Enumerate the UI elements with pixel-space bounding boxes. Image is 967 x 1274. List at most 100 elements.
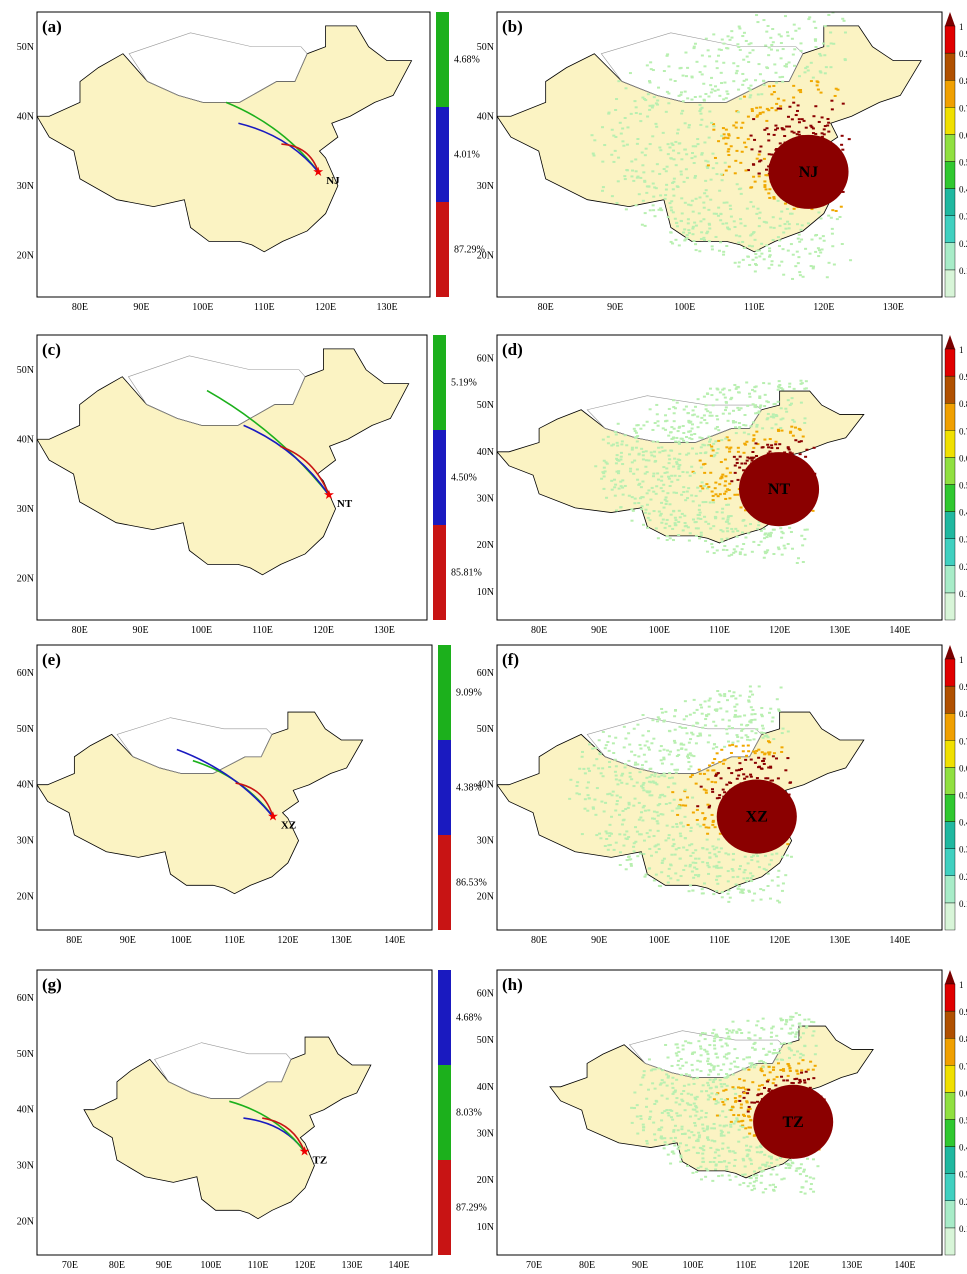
lat-tick-label: 50N <box>17 1049 34 1060</box>
heat-cell <box>725 1166 728 1168</box>
heat-cell <box>747 750 750 752</box>
heat-cell <box>692 852 695 854</box>
heat-cell <box>663 1137 666 1139</box>
heat-cell <box>800 535 803 537</box>
heat-cell <box>696 709 699 711</box>
heat-cell <box>739 222 742 224</box>
heat-cell <box>758 397 761 399</box>
heat-cell <box>701 713 704 715</box>
heat-cell <box>601 190 604 192</box>
heat-cell <box>704 1116 707 1118</box>
heat-cell <box>818 249 821 251</box>
heat-cell <box>800 1072 803 1074</box>
heat-cell <box>769 534 772 536</box>
heat-cell <box>686 234 689 236</box>
heat-cell <box>821 248 824 250</box>
heat-cell <box>656 811 659 813</box>
heat-cell <box>654 773 657 775</box>
heat-cell <box>700 532 703 534</box>
heat-cell <box>746 1020 749 1022</box>
lon-tick-label: 90E <box>120 935 136 946</box>
heat-cell <box>708 441 711 443</box>
heat-cell <box>599 837 602 839</box>
heat-cell <box>670 158 673 160</box>
heat-cell <box>752 118 755 120</box>
heat-cell <box>717 1073 720 1075</box>
heat-cell <box>782 1079 785 1081</box>
heat-cell <box>676 225 679 227</box>
heat-cell <box>594 814 597 816</box>
heat-cell <box>727 870 730 872</box>
heat-cell <box>822 42 825 44</box>
heat-cell <box>675 437 678 439</box>
heat-cell <box>706 1169 709 1171</box>
heat-cell <box>726 467 729 469</box>
heat-cell <box>753 1066 756 1068</box>
heat-cell <box>802 561 805 563</box>
heat-cell <box>740 193 743 195</box>
heat-cell <box>823 54 826 56</box>
heat-cell <box>680 822 683 824</box>
heat-cell <box>641 764 644 766</box>
heat-cell <box>697 1118 700 1120</box>
heat-cell <box>615 458 618 460</box>
heat-cell <box>657 425 660 427</box>
heat-cell <box>612 752 615 754</box>
heat-cell <box>639 748 642 750</box>
heat-cell <box>750 148 753 150</box>
heat-cell <box>736 407 739 409</box>
heat-cell <box>684 122 687 124</box>
heat-cell <box>688 540 691 542</box>
heat-cell <box>656 822 659 824</box>
heat-cell <box>711 824 714 826</box>
heat-cell <box>701 55 704 57</box>
heat-cell <box>691 774 694 776</box>
lon-tick-label: 130E <box>374 625 395 636</box>
heat-cell <box>756 777 759 779</box>
heat-cell <box>690 99 693 101</box>
heat-cell <box>705 404 708 406</box>
heat-cell <box>737 451 740 453</box>
heat-cell <box>636 138 639 140</box>
heat-cell <box>696 735 699 737</box>
heat-cell <box>664 194 667 196</box>
heat-cell <box>615 202 618 204</box>
heat-cell <box>708 223 711 225</box>
heat-cell <box>788 61 791 63</box>
heat-cell <box>743 142 746 144</box>
heat-cell <box>713 1044 716 1046</box>
heat-cell <box>682 846 685 848</box>
heat-cell <box>788 1068 791 1070</box>
heat-cell <box>732 80 735 82</box>
heat-cell <box>717 440 720 442</box>
heat-cell <box>675 164 678 166</box>
cluster-percent: 86.53% <box>456 878 487 889</box>
heat-cell <box>752 259 755 261</box>
heat-cell <box>777 708 780 710</box>
heat-cell <box>777 870 780 872</box>
city-label: NT <box>768 481 791 498</box>
heat-cell <box>654 422 657 424</box>
heat-cell <box>624 485 627 487</box>
heat-cell <box>673 428 676 430</box>
heat-cell <box>735 1117 738 1119</box>
heat-cell <box>662 519 665 521</box>
heat-cell <box>640 508 643 510</box>
heat-cell <box>642 1127 645 1129</box>
heat-cell <box>689 765 692 767</box>
heat-cell <box>732 124 735 126</box>
heat-cell <box>768 1066 771 1068</box>
heat-cell <box>715 399 718 401</box>
heat-cell <box>677 1129 680 1131</box>
heat-cell <box>660 1135 663 1137</box>
heat-cell <box>649 143 652 145</box>
heat-cell <box>592 808 595 810</box>
heat-cell <box>691 200 694 202</box>
heat-cell <box>675 848 678 850</box>
heat-cell <box>823 128 826 130</box>
panel-label: (g) <box>42 975 62 994</box>
heat-cell <box>644 810 647 812</box>
heat-cell <box>716 883 719 885</box>
heat-cell <box>799 1191 802 1193</box>
heat-cell <box>667 435 670 437</box>
